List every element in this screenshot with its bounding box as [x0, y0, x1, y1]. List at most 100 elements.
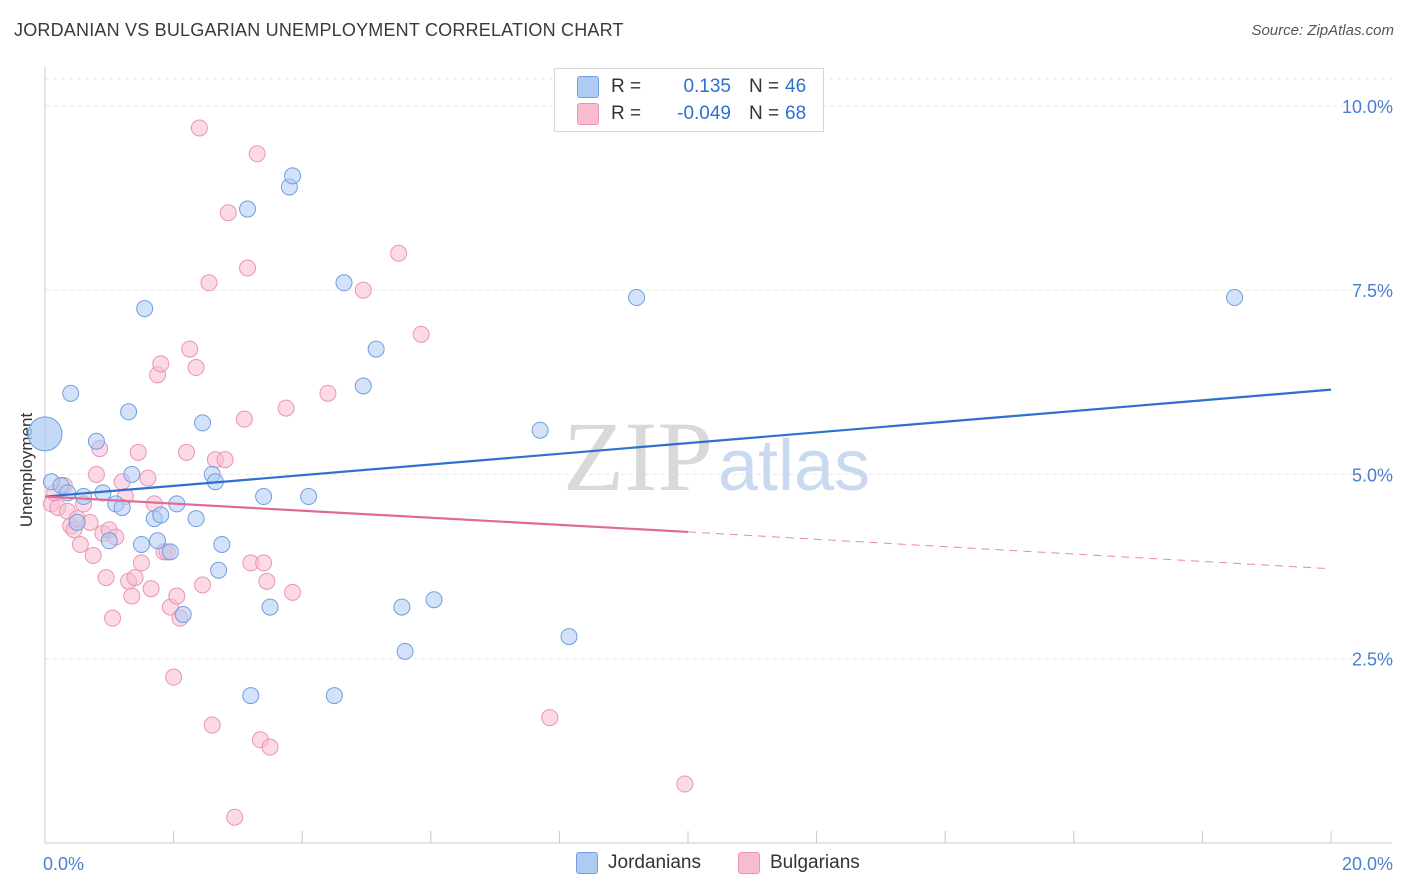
legend-label-jordanians: Jordanians	[608, 852, 701, 873]
jordanian-point[interactable]	[531, 421, 549, 439]
bulgarian-point[interactable]	[284, 583, 302, 601]
jordanian-point[interactable]	[87, 432, 105, 450]
jordanian-point[interactable]	[300, 488, 318, 506]
legend-item-jordanians[interactable]: Jordanians	[576, 852, 701, 874]
bulgarian-point[interactable]	[277, 399, 295, 417]
jordanian-point[interactable]	[393, 598, 411, 616]
bulgarian-point[interactable]	[190, 119, 208, 137]
jordanian-point[interactable]	[149, 532, 167, 550]
bulgarian-point[interactable]	[84, 547, 102, 565]
jordanian-point[interactable]	[152, 506, 170, 524]
jordanian-point[interactable]	[132, 535, 150, 553]
bulgarian-point[interactable]	[152, 355, 170, 373]
y-tick-label: 10.0%	[1342, 97, 1393, 117]
bulgarian-point[interactable]	[126, 569, 144, 587]
bulgarian-point[interactable]	[194, 576, 212, 594]
jordanian-point[interactable]	[210, 561, 228, 579]
trend-lines	[44, 388, 1332, 570]
bulgarian-point[interactable]	[97, 569, 115, 587]
bulgarian-point[interactable]	[139, 469, 157, 487]
legend-r-label: R =	[611, 76, 642, 97]
bulgarian-point[interactable]	[123, 587, 141, 605]
bulgarian-point[interactable]	[261, 738, 279, 756]
bulgarian-point[interactable]	[168, 587, 186, 605]
jordanian-point[interactable]	[136, 300, 154, 318]
jordanian-point[interactable]	[560, 628, 578, 646]
jordanian-point[interactable]	[27, 416, 63, 452]
correlation-legend: R = 0.135 N = 46 R = -0.049 N = 68	[554, 68, 824, 132]
jordanian-point[interactable]	[1226, 289, 1244, 307]
bulgarian-point[interactable]	[129, 443, 147, 461]
bulgarian-point[interactable]	[412, 325, 430, 343]
bulgarian-point[interactable]	[187, 359, 205, 377]
jordanian-point[interactable]	[325, 687, 343, 705]
bulgarian-point[interactable]	[165, 668, 183, 686]
bulgarian-point[interactable]	[235, 410, 253, 428]
grid-lines	[45, 78, 1392, 660]
bulgarian-point[interactable]	[200, 274, 218, 292]
bulgarian-point[interactable]	[258, 572, 276, 590]
jordanian-point[interactable]	[354, 377, 372, 395]
jordanian-point[interactable]	[174, 605, 192, 623]
bulgarian-point[interactable]	[219, 204, 237, 222]
jordanian-point[interactable]	[396, 642, 414, 660]
legend-row-jordanians: R = 0.135 N = 46	[577, 74, 806, 100]
legend-swatch-jordanians	[576, 852, 598, 874]
jordanian-point[interactable]	[194, 414, 212, 432]
axes	[44, 67, 1392, 844]
jordanian-point[interactable]	[628, 289, 646, 307]
legend-n-label: N =	[749, 103, 780, 124]
legend-swatch-bulgarians	[577, 103, 599, 125]
bulgarian-point[interactable]	[181, 340, 199, 358]
jordanian-point[interactable]	[68, 513, 86, 531]
bulgarian-point[interactable]	[319, 384, 337, 402]
jordanian-point[interactable]	[242, 687, 260, 705]
bulgarian-point[interactable]	[104, 609, 122, 627]
legend-n-value-jordanians: 46	[785, 76, 807, 97]
bulgarian-point[interactable]	[248, 145, 266, 163]
y-tick-label: 2.5%	[1352, 650, 1393, 670]
bulgarian-point[interactable]	[676, 775, 694, 793]
bulgarian-point[interactable]	[239, 259, 257, 277]
legend-item-bulgarians[interactable]: Bulgarians	[738, 852, 860, 874]
legend-swatch-jordanians	[577, 76, 599, 98]
jordanian-point[interactable]	[367, 340, 385, 358]
jordanian-point[interactable]	[425, 591, 443, 609]
jordanian-point[interactable]	[120, 403, 138, 421]
jordanians-trend-line	[44, 388, 1332, 498]
y-tick-label: 5.0%	[1352, 465, 1393, 485]
series-legend: Jordanians Bulgarians	[0, 852, 1406, 878]
legend-r-label: R =	[611, 103, 642, 124]
jordanian-point[interactable]	[123, 465, 141, 483]
jordanian-point[interactable]	[187, 510, 205, 528]
bulgarian-point[interactable]	[541, 709, 559, 727]
bulgarian-point[interactable]	[354, 281, 372, 299]
bulgarian-point[interactable]	[142, 580, 160, 598]
bulgarian-point[interactable]	[226, 808, 244, 826]
jordanian-point[interactable]	[284, 167, 302, 185]
jordanian-point[interactable]	[62, 384, 80, 402]
bulgarian-point[interactable]	[87, 465, 105, 483]
jordanian-point[interactable]	[239, 200, 257, 218]
jordanian-point[interactable]	[255, 488, 273, 506]
jordanian-point[interactable]	[75, 488, 93, 506]
bulgarian-point[interactable]	[71, 535, 89, 553]
jordanian-point[interactable]	[213, 535, 231, 553]
jordanian-point[interactable]	[335, 274, 353, 292]
bulgarian-point[interactable]	[177, 443, 195, 461]
bulgarians-trend-extension	[687, 531, 1332, 570]
jordanian-point[interactable]	[161, 543, 179, 561]
bulgarian-point[interactable]	[390, 244, 408, 262]
y-tick-label: 7.5%	[1352, 281, 1393, 301]
bulgarian-point[interactable]	[216, 451, 234, 469]
jordanian-point[interactable]	[113, 499, 131, 517]
bulgarian-point[interactable]	[203, 716, 221, 734]
x-tick-label: 20.0%	[1342, 854, 1393, 874]
bulgarian-point[interactable]	[132, 554, 150, 572]
bulgarian-point[interactable]	[255, 554, 273, 572]
legend-label-bulgarians: Bulgarians	[770, 852, 860, 873]
legend-r-value-bulgarians: -0.049	[677, 103, 731, 124]
jordanian-point[interactable]	[261, 598, 279, 616]
jordanian-point[interactable]	[100, 532, 118, 550]
